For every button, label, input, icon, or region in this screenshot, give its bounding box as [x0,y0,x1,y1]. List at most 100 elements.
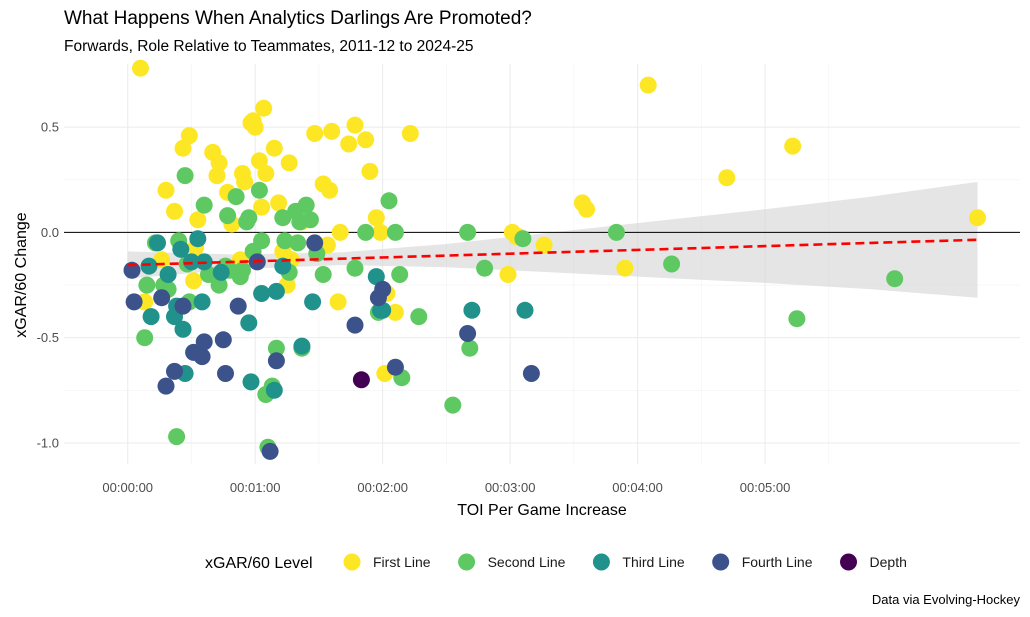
chart-title: What Happens When Analytics Darlings Are… [64,8,532,29]
data-point-first-line [346,116,364,134]
data-point-fourth-line [153,289,171,307]
data-point-first-line [132,59,149,77]
data-point-second-line [663,255,681,273]
legend-label-first-line: First Line [373,554,431,570]
data-point-second-line [267,339,285,357]
data-point-first-line [372,223,389,241]
data-point-third-line [240,314,258,332]
legend-label-fourth-line: Fourth Line [742,554,813,570]
data-point-fourth-line [229,297,247,315]
x-tick-label: 00:04:00 [612,480,663,495]
data-point-second-line [210,276,228,294]
data-point-first-line [157,181,175,199]
legend-label-second-line: Second Line [488,554,566,570]
data-point-third-line [265,381,283,399]
data-point-fourth-line [195,333,213,351]
data-point-second-line [138,276,156,294]
y-tick-label: 0.5 [41,120,59,135]
data-point-first-line [357,131,375,149]
data-point-third-line [149,234,166,252]
data-point-first-line [321,181,339,199]
data-point-first-line [255,99,273,117]
data-point-second-line [886,270,904,288]
chart-caption: Data via Evolving-Hockey [871,592,1020,607]
data-point-second-line [234,261,251,279]
data-point-first-line [253,198,271,216]
data-point-first-line [331,223,349,241]
x-tick-label: 00:03:00 [485,480,536,495]
data-points [123,59,986,460]
data-point-second-line [240,209,258,227]
data-point-second-line [386,223,404,241]
data-point-first-line [189,211,207,229]
data-point-fourth-line [261,442,279,460]
data-point-third-line [304,293,322,311]
data-point-first-line [401,125,419,142]
data-point-fourth-line [306,234,324,252]
data-point-depth [352,371,370,389]
data-point-third-line [267,282,285,300]
y-tick-labels: -1.0 -0.5 0.0 0.5 [37,120,59,451]
data-point-second-line [444,396,462,414]
data-point-second-line [461,339,479,357]
legend-key-depth [840,553,858,571]
x-tick-label: 00:01:00 [230,480,281,495]
data-point-first-line [386,303,404,321]
data-point-first-line [535,236,553,254]
data-point-first-line [210,154,228,172]
data-point-fourth-line [214,331,232,349]
chart-subtitle: Forwards, Role Relative to Teammates, 20… [64,38,474,55]
legend: xGAR/60 Level First Line Second Line Third … [205,553,907,572]
data-point-third-line [463,301,481,319]
data-point-first-line [180,127,198,145]
data-point-second-line [459,223,477,241]
data-point-first-line [265,139,283,157]
confidence-band-area [127,181,978,298]
data-point-third-line [274,257,292,275]
x-axis-title: TOI Per Game Increase [457,502,627,519]
data-point-first-line [257,165,275,182]
data-point-first-line [174,139,192,157]
trend-line-path [127,238,978,267]
data-point-third-line [159,266,177,283]
data-point-third-line [140,257,158,275]
legend-key-fourth-line [712,553,730,571]
data-point-second-line [380,192,398,210]
data-point-second-line [250,181,268,199]
data-point-second-line [297,196,315,214]
data-point-first-line [367,209,385,227]
data-point-third-line [174,320,192,338]
data-point-fourth-line [157,377,175,395]
data-point-first-line [361,162,379,180]
trend-line [127,238,978,267]
legend-title: xGAR/60 Level [205,555,313,572]
data-point-first-line [166,202,183,220]
data-point-first-line [270,194,288,212]
data-point-second-line [136,329,154,347]
data-point-second-line [788,310,806,328]
data-point-fourth-line [346,316,364,334]
data-point-fourth-line [386,358,404,376]
y-tick-label: 0.0 [41,225,59,240]
data-point-first-line [340,135,358,153]
legend-label-depth: Depth [870,554,907,570]
x-tick-label: 00:00:00 [102,480,153,495]
data-point-second-line [219,207,237,225]
data-point-fourth-line [459,325,477,342]
data-point-first-line [329,293,347,311]
data-point-fourth-line [193,348,211,366]
data-point-third-line [516,301,534,319]
data-point-second-line [274,209,292,227]
data-point-second-line [346,259,364,277]
data-point-first-line [499,266,517,283]
data-point-second-line [391,266,409,283]
y-tick-label: -1.0 [37,435,59,450]
data-point-first-line [323,122,341,140]
data-point-second-line [253,232,271,250]
data-point-second-line [514,230,532,248]
data-point-second-line [476,259,494,277]
data-point-first-line [784,137,802,155]
data-point-first-line [236,173,254,191]
legend-key-first-line [343,553,361,571]
